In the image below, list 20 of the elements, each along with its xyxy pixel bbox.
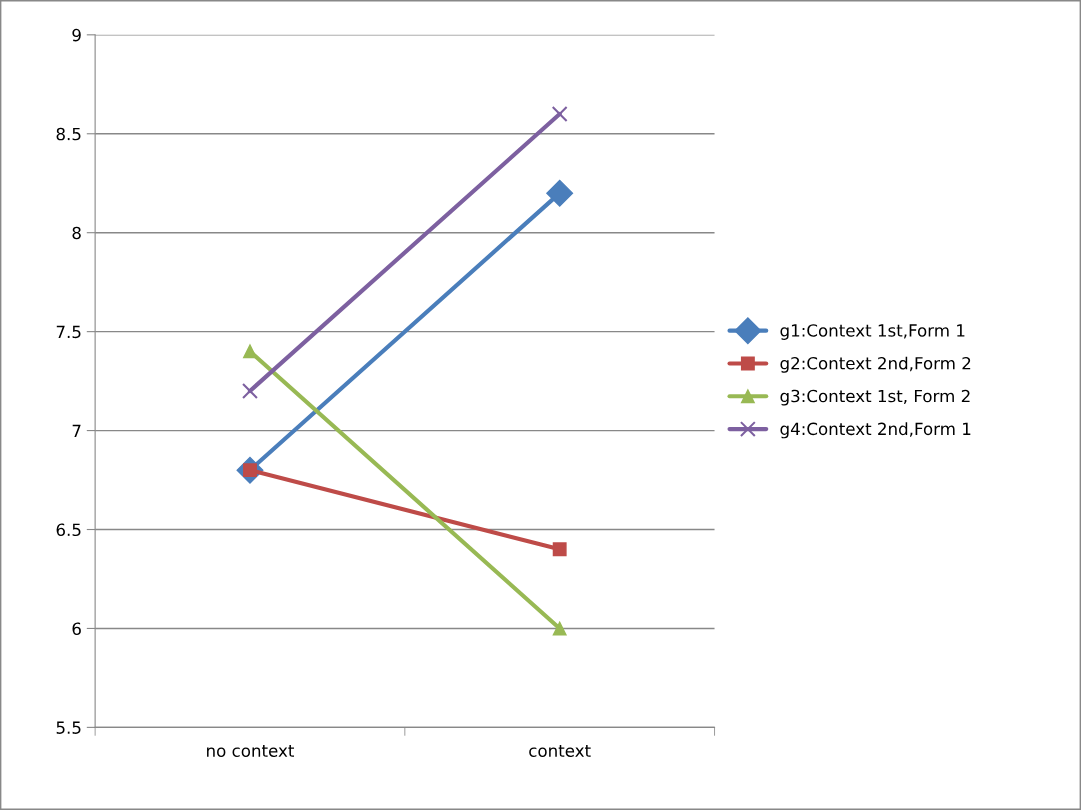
legend-label: g1:Context 1st,Form 1: [780, 324, 965, 340]
y-tick-label: 9: [72, 28, 81, 42]
y-tick-label: 6: [72, 622, 81, 636]
point: [552, 542, 567, 557]
y-tick-label: 8.5: [56, 127, 81, 141]
point: [243, 344, 257, 359]
legend-label: g2:Context 2nd,Form 2: [780, 356, 971, 373]
y-tick-label: 7: [72, 424, 81, 437]
point: [552, 621, 567, 636]
x-tick-label: no context: [207, 745, 295, 757]
point: [551, 105, 568, 122]
point: [546, 179, 574, 207]
x-tick-label: context: [529, 745, 591, 757]
y-tick-label: 8: [72, 226, 81, 240]
point: [242, 383, 258, 399]
y-tick-label: 6.5: [56, 523, 81, 537]
legend-label: g3:Context 1st, Form 2: [780, 389, 970, 406]
legend-label: g4:Context 2nd,Form 1: [780, 422, 971, 439]
y-tick-label: 7.5: [56, 325, 81, 339]
y-tick-label: 5.5: [56, 721, 81, 734]
